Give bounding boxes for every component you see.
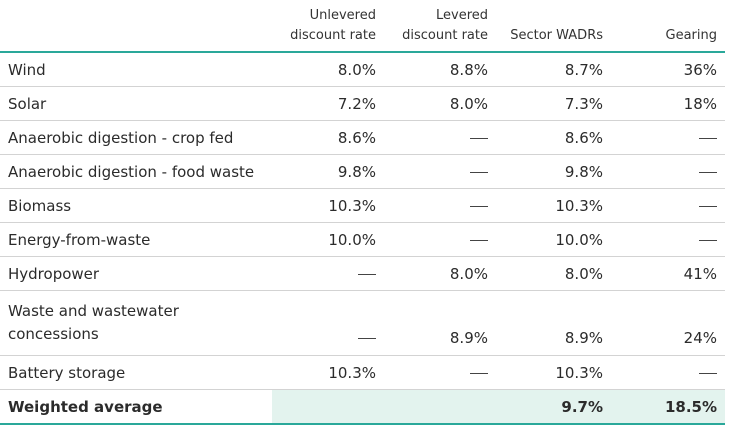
cell-levered: 8.0%	[384, 86, 496, 121]
cell-name: Waste and wastewater concessions	[0, 290, 272, 356]
header-name	[0, 0, 272, 53]
dash-mark: —	[358, 338, 376, 339]
table-body: Wind 8.0% 8.8% 8.7% 36% Solar 7.2% 8.0% 7.3% 18% A…	[0, 52, 725, 425]
cell-levered: 8.0%	[384, 256, 496, 291]
cell-name: Anaerobic digestion - food waste	[0, 154, 272, 189]
cell-gearing: —	[611, 120, 725, 155]
dash-mark: —	[470, 239, 488, 241]
cell-name: Anaerobic digestion - crop fed	[0, 120, 272, 155]
cell-unlevered: —	[272, 290, 384, 356]
cell-gearing: 18.5%	[611, 389, 725, 425]
cell-gearing: 41%	[611, 256, 725, 291]
header-unlevered: Unlevered discount rate	[272, 0, 384, 53]
table-row: Waste and wastewater concessions — 8.9%8.9…	[0, 290, 725, 356]
dash-mark: —	[699, 171, 717, 173]
header-gearing: Gearing	[611, 0, 725, 53]
cell-name: Solar	[0, 86, 272, 121]
cell-gearing: 24%	[611, 290, 725, 356]
cell-levered: 8.9%	[384, 290, 496, 356]
cell-gearing: —	[611, 188, 725, 223]
cell-name: Wind	[0, 52, 272, 87]
cell-sector-wadr: 8.9%	[496, 290, 611, 356]
cell-unlevered: 10.3%	[272, 188, 384, 223]
dash-mark: —	[358, 273, 376, 275]
cell-levered: —	[384, 188, 496, 223]
cell-sector-wadr: 9.8%	[496, 154, 611, 189]
cell-sector-wadr: 10.3%	[496, 188, 611, 223]
header-levered: Levered discount rate	[384, 0, 496, 53]
header-row: Unlevered discount rate Levered discount…	[0, 0, 725, 53]
dash-mark: —	[470, 137, 488, 139]
dash-mark: —	[470, 372, 488, 374]
cell-unlevered: 9.8%	[272, 154, 384, 189]
cell-unlevered: 8.0%	[272, 52, 384, 87]
cell-sector-wadr: 10.0%	[496, 222, 611, 257]
table-row: Hydropower—8.0%8.0%41%	[0, 256, 725, 291]
cell-sector-wadr: 8.6%	[496, 120, 611, 155]
dash-mark: —	[699, 372, 717, 374]
cell-levered: —	[384, 355, 496, 390]
table-row: Wind 8.0% 8.8% 8.7% 36%	[0, 52, 725, 87]
cell-gearing: 18%	[611, 86, 725, 121]
cell-levered: 8.8%	[384, 52, 496, 87]
cell-gearing: 36%	[611, 52, 725, 87]
weighted-average-row: Weighted average 9.7% 18.5%	[0, 389, 725, 425]
dash-mark: —	[470, 205, 488, 207]
dash-mark: —	[470, 171, 488, 173]
header-sector-wadrs: Sector WADRs	[496, 0, 611, 53]
cell-sector-wadr: 8.7%	[496, 52, 611, 87]
dash-mark: —	[699, 137, 717, 139]
table-row: Solar 7.2% 8.0% 7.3% 18%	[0, 86, 725, 121]
cell-unlevered: 7.2%	[272, 86, 384, 121]
cell-sector-wadr: 7.3%	[496, 86, 611, 121]
cell-unlevered: —	[272, 256, 384, 291]
cell-unlevered: 10.0%	[272, 222, 384, 257]
cell-name: Battery storage	[0, 355, 272, 390]
cell-gearing: —	[611, 222, 725, 257]
cell-levered: —	[384, 222, 496, 257]
cell-unlevered: 8.6%	[272, 120, 384, 155]
cell-name: Energy-from-waste	[0, 222, 272, 257]
dash-mark: —	[699, 205, 717, 207]
cell-unlevered: 10.3%	[272, 355, 384, 390]
cell-sector-wadr: 8.0%	[496, 256, 611, 291]
cell-levered	[384, 389, 496, 425]
cell-levered: —	[384, 120, 496, 155]
cell-name: Biomass	[0, 188, 272, 223]
cell-levered: —	[384, 154, 496, 189]
cell-sector-wadr: 9.7%	[496, 389, 611, 425]
cell-gearing: —	[611, 355, 725, 390]
table-row: Anaerobic digestion - food waste9.8%—9.8…	[0, 154, 725, 189]
cell-gearing: —	[611, 154, 725, 189]
dash-mark: —	[699, 239, 717, 241]
cell-name: Weighted average	[0, 389, 272, 425]
cell-name: Hydropower	[0, 256, 272, 291]
cell-sector-wadr: 10.3%	[496, 355, 611, 390]
cell-unlevered	[272, 389, 384, 425]
